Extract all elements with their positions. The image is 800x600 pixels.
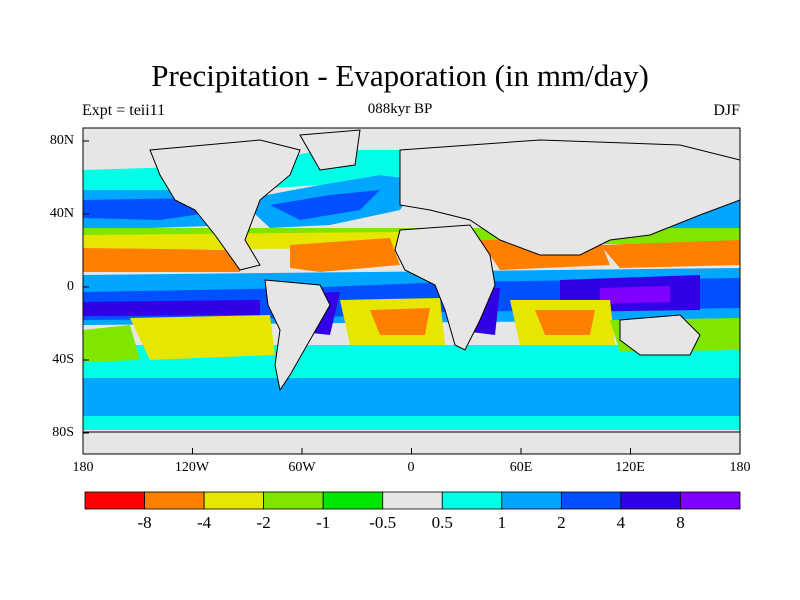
north-pacific-orange <box>83 248 240 272</box>
y-tick-label: 80N <box>49 133 74 148</box>
colorbar-label: 0.5 <box>431 513 453 532</box>
y-tick-label: 80S <box>52 425 74 440</box>
itcz-core <box>83 300 260 316</box>
colorbar-label: -0.5 <box>369 513 397 532</box>
colorbar-label: -8 <box>137 513 152 532</box>
season-label: DJF <box>713 102 740 119</box>
southern-blue-band <box>83 378 740 416</box>
south-atlantic-orange <box>370 308 430 335</box>
colorbar-label: -4 <box>196 513 212 532</box>
x-tick-label: 60E <box>509 460 533 475</box>
colorbar-box <box>441 491 503 510</box>
x-tick-label: 180 <box>72 460 94 475</box>
y-tick-label: 0 <box>67 279 74 294</box>
colorbar-box <box>203 491 265 510</box>
x-tick-label: 120E <box>615 460 645 475</box>
colorbar-label: 1 <box>497 513 507 532</box>
colorbar-box <box>560 491 622 510</box>
greenland <box>299 129 361 171</box>
y-tick-label: 40S <box>52 352 74 367</box>
colorbar-box <box>620 491 681 510</box>
south-america <box>264 279 331 392</box>
colorbar-label: 8 <box>676 513 685 532</box>
north-atlantic-orange <box>290 238 400 272</box>
colorbar-label: -2 <box>256 513 271 532</box>
colorbar-box <box>501 491 562 510</box>
colorbar-label: 4 <box>616 513 626 532</box>
x-tick-label: 60W <box>288 460 316 475</box>
colorbar-box <box>84 491 145 510</box>
eurasia <box>399 139 740 256</box>
chart-title: Precipitation - Evaporation (in mm/day) <box>151 58 649 93</box>
colorbar-box <box>382 491 443 510</box>
x-tick-label: 180 <box>729 460 751 475</box>
y-axis-ticks <box>83 140 89 434</box>
west-pacific-orange <box>600 240 740 268</box>
maritime-peak <box>600 286 670 304</box>
y-tick-label: 40N <box>49 206 74 221</box>
x-tick-label: 120W <box>174 460 210 475</box>
south-green <box>83 325 140 362</box>
north-atlantic-core <box>270 190 380 220</box>
colorbar-box <box>322 491 384 510</box>
north-america <box>149 139 301 271</box>
colorbar-label: -1 <box>316 513 331 532</box>
colorbar-box <box>144 491 205 510</box>
colorbar-box <box>680 491 741 510</box>
indian-ocean-orange <box>535 310 595 335</box>
experiment-label: Expt = teii11 <box>82 102 166 119</box>
australia <box>619 314 701 356</box>
colorbar-label: 2 <box>557 513 566 532</box>
south-pacific-yellow <box>130 315 275 360</box>
x-axis-ticks <box>82 448 741 454</box>
colorbar-box <box>263 491 324 510</box>
africa <box>394 224 496 351</box>
chart-subtitle: 088kyr BP <box>367 101 433 117</box>
x-tick-label: 0 <box>407 460 415 475</box>
